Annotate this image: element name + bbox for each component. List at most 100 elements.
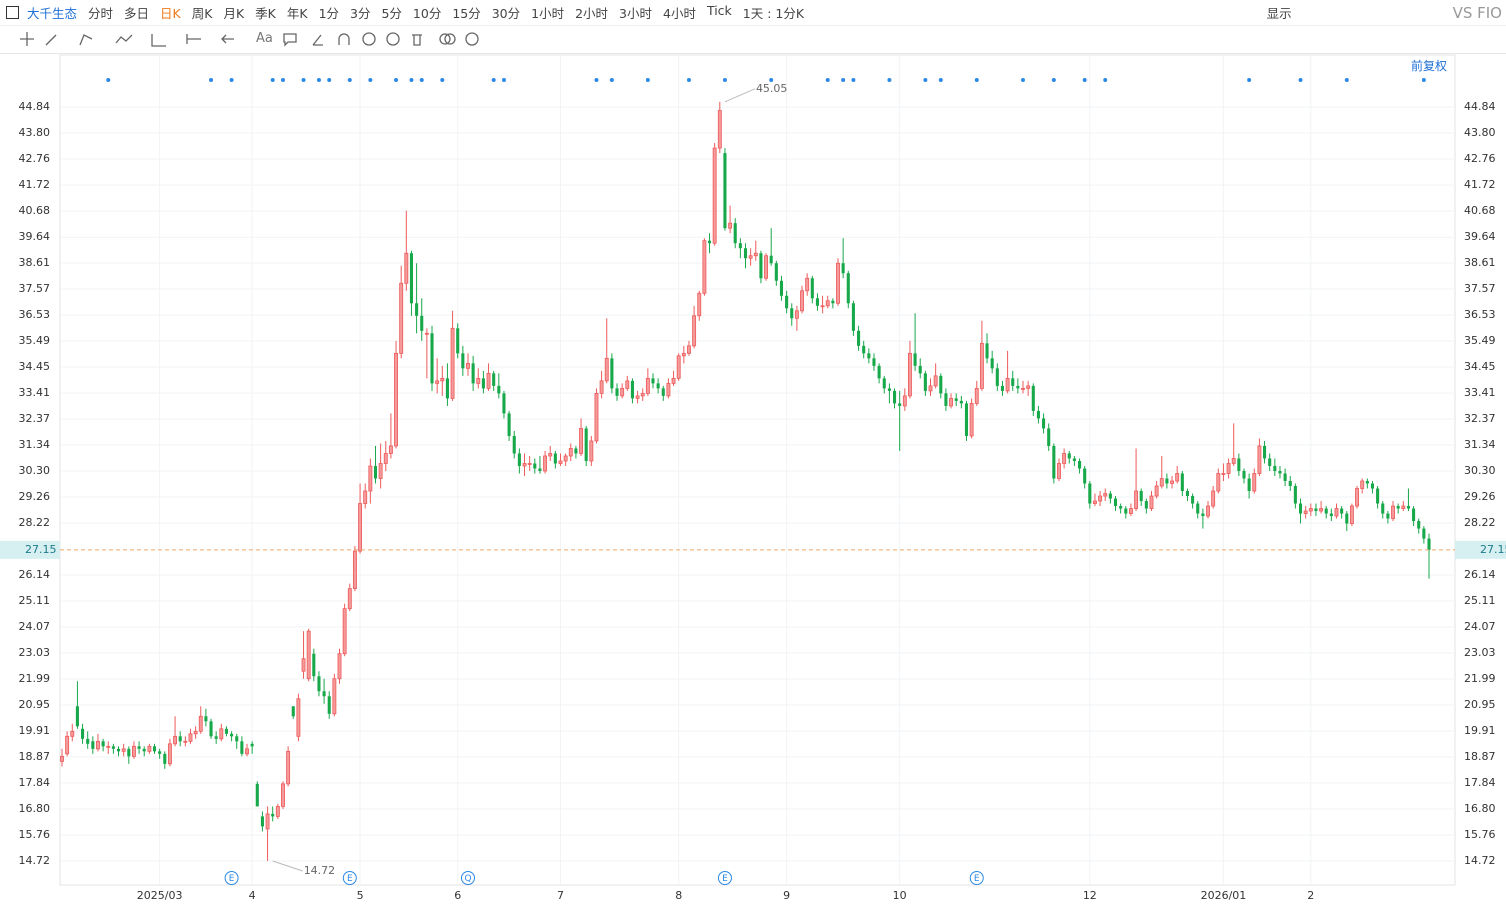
candle-body (409, 253, 414, 304)
period-tab[interactable]: 1小时 (531, 6, 565, 21)
candle-body (785, 295, 789, 309)
y-tick-label-right: 42.76 (1464, 152, 1496, 165)
text-tool[interactable]: Aa (256, 31, 273, 46)
candle-body (723, 153, 727, 229)
period-tab[interactable]: 年K (286, 6, 308, 21)
period-tab[interactable]: 3小时 (619, 6, 652, 21)
y-tick-label: 33.41 (19, 386, 51, 399)
period-tab[interactable]: 周K (191, 6, 213, 21)
candle-body (271, 813, 275, 817)
event-dot (409, 78, 414, 82)
candle-body (954, 398, 958, 401)
panel-icon[interactable] (6, 6, 19, 19)
candle-body (630, 380, 634, 399)
candle-body (481, 378, 485, 389)
candle-body (327, 696, 331, 714)
candle-body (255, 783, 259, 807)
period-tab[interactable]: 分时 (88, 6, 114, 21)
settings-tool[interactable] (465, 32, 479, 46)
candle-body (841, 263, 845, 274)
candle-body (81, 728, 85, 739)
period-tab[interactable]: Tick (706, 3, 732, 18)
y-tick-label-right: 21.99 (1464, 672, 1496, 685)
display-menu[interactable]: 显示 (1266, 6, 1292, 21)
period-tab[interactable]: 5分 (381, 6, 402, 21)
adjust-mode[interactable]: 前复权 (1411, 59, 1448, 73)
symbol[interactable]: 大千生态 (27, 6, 78, 21)
period-tab[interactable]: 3分 (350, 6, 371, 21)
pattern-tool[interactable] (115, 34, 133, 44)
magnet-tool[interactable] (338, 33, 350, 45)
y-tick-label: 36.53 (19, 308, 51, 321)
annotation-leader (724, 88, 756, 103)
candle-body (1293, 486, 1297, 504)
candle-body (1139, 491, 1143, 502)
event-marker-label: E (722, 874, 728, 884)
line-tool[interactable] (45, 34, 57, 46)
angle-tool[interactable] (312, 34, 323, 46)
candle-body (872, 358, 876, 366)
candle-body (404, 252, 409, 284)
candle-body (990, 358, 994, 369)
period-tab[interactable]: 多日 (124, 6, 150, 21)
candle-body (111, 746, 115, 749)
arrow-tool[interactable] (221, 34, 234, 44)
candle-body (214, 736, 218, 739)
event-dot (923, 78, 928, 82)
channel-tool[interactable] (79, 34, 93, 46)
delete-tool[interactable] (412, 34, 422, 46)
candle-body (1396, 506, 1400, 509)
period-tab[interactable]: 30分 (491, 6, 521, 21)
move-tool[interactable] (20, 32, 34, 46)
period-tab[interactable]: 10分 (412, 6, 442, 21)
period-tab[interactable]: 月K (223, 6, 245, 21)
measure-tool[interactable] (186, 34, 201, 44)
candle-body (317, 676, 321, 692)
y-tick-label: 32.37 (19, 412, 51, 425)
period-tab[interactable]: 2小时 (575, 6, 609, 21)
candle-body (1283, 473, 1287, 482)
period-tab[interactable]: 季K (255, 6, 276, 21)
candle-body (1031, 385, 1035, 411)
candle-body (558, 460, 563, 464)
event-dot (841, 78, 846, 82)
candle-body (676, 355, 681, 379)
candle-body (1144, 501, 1148, 509)
lock-tool[interactable] (386, 32, 400, 46)
candle-body (805, 277, 810, 292)
period-tab[interactable]: 4小时 (663, 6, 696, 21)
candle-body (1242, 470, 1246, 479)
link-tool[interactable] (439, 33, 451, 45)
event-marker-label: E (974, 874, 980, 884)
candle-body (1149, 495, 1154, 509)
candle-body (1308, 508, 1313, 512)
candle-body (1303, 510, 1308, 514)
candle-body (589, 440, 594, 462)
hide-tool[interactable] (362, 32, 376, 46)
period-select[interactable]: 1天 : 1分K (742, 6, 805, 21)
note-tool[interactable] (283, 33, 297, 47)
y-tick-label: 38.61 (19, 256, 51, 269)
y-tick-label: 35.49 (19, 334, 51, 347)
candle-body (1288, 481, 1292, 487)
candle-body (388, 445, 393, 454)
candle-body (281, 783, 285, 807)
period-tab[interactable]: 15分 (452, 6, 481, 21)
candle-body (1412, 508, 1416, 522)
event-dot (851, 78, 856, 82)
candle-body (985, 343, 989, 359)
candle-body (995, 368, 999, 386)
candle-body (209, 721, 213, 737)
compare[interactable]: VS FIO (1452, 3, 1502, 22)
period-tab[interactable]: 1分 (318, 6, 340, 21)
candle-body (1340, 508, 1344, 514)
period-tab[interactable]: 日K (160, 6, 181, 21)
y-tick-label: 39.64 (19, 230, 51, 243)
event-marker (342, 871, 357, 885)
event-dot (769, 78, 774, 82)
fib-tool[interactable] (151, 34, 166, 47)
candle-body (1077, 460, 1082, 469)
candle-body (70, 730, 75, 737)
y-tick-label-right: 39.64 (1464, 230, 1496, 243)
x-tick-label: 7 (557, 889, 564, 902)
